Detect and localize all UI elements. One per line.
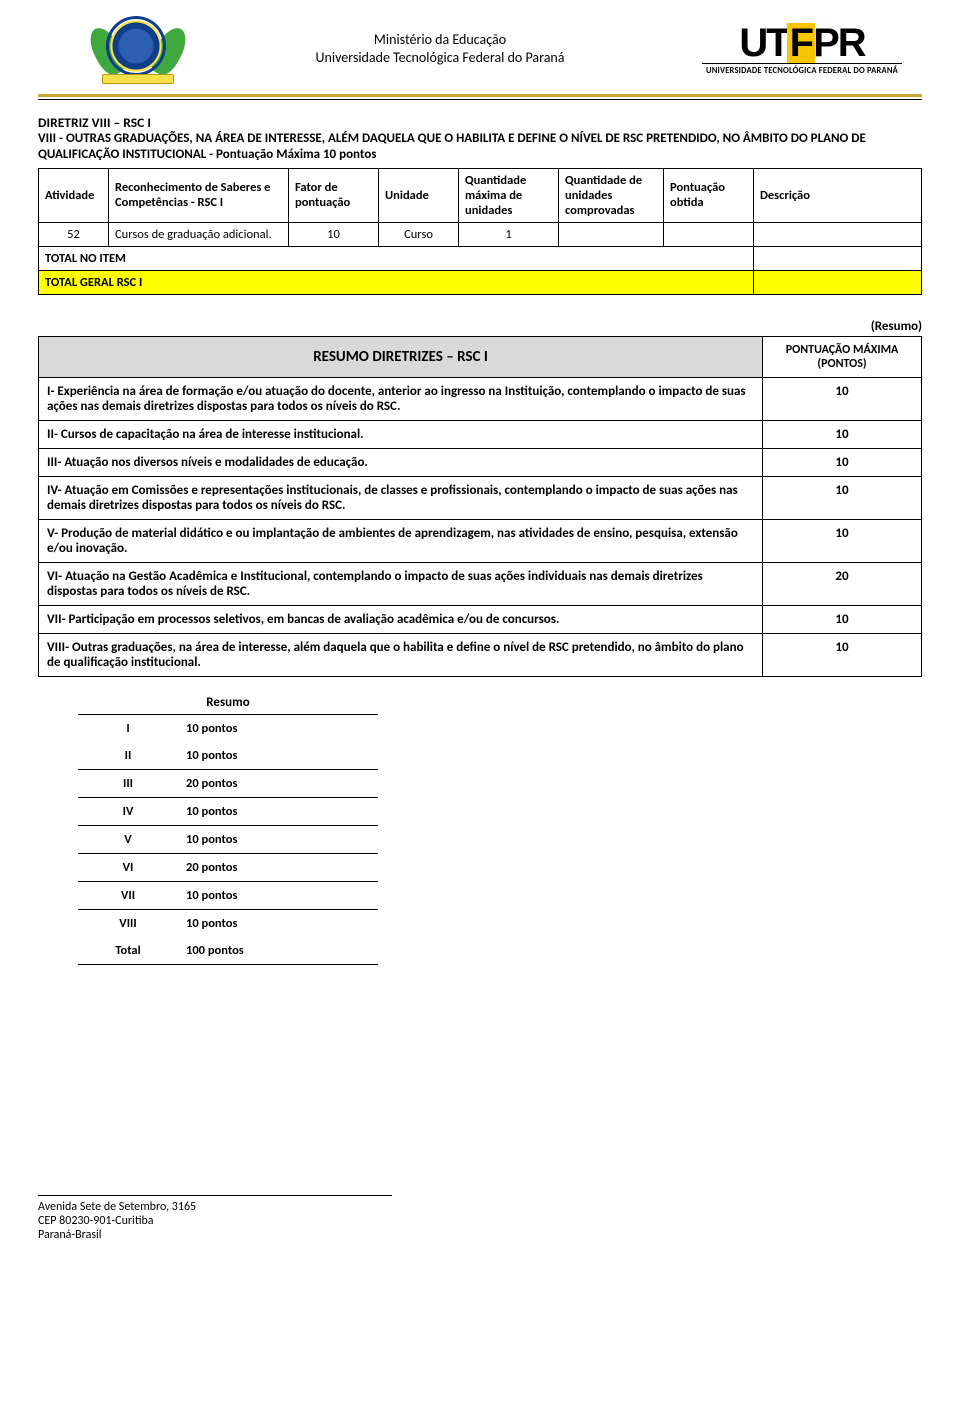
header-title-block: Ministério da Educação Universidade Tecn… [178,31,702,67]
summary-desc: VI- Atuação na Gestão Acadêmica e Instit… [39,563,763,606]
mini-val: 10 pontos [178,826,378,854]
total-item-value [754,246,922,270]
footer-line3: Paraná-Brasil [38,1228,922,1242]
summary-pts: 10 [763,449,922,477]
header-line2: Universidade Tecnológica Federal do Para… [178,49,702,67]
col-qtd-comp: Quantidade de unidades comprovadas [559,168,664,222]
header-line1: Ministério da Educação [178,31,702,49]
diretriz-desc: VIII - OUTRAS GRADUAÇÕES, NA ÁREA DE INT… [38,131,922,164]
footer: Avenida Sete de Setembro, 3165 CEP 80230… [38,1195,922,1242]
summary-pts: 10 [763,421,922,449]
cell-unidade: Curso [379,222,459,246]
mini-row: I10 pontos [78,715,378,743]
total-item-row: TOTAL NO ITEM [39,246,922,270]
mini-lab: I [78,715,178,743]
resumo-label: (Resumo) [38,319,922,334]
cell-fator: 10 [289,222,379,246]
mini-val: 10 pontos [178,910,378,938]
cell-pont-obt [664,222,754,246]
summary-row: II- Cursos de capacitação na área de int… [39,421,922,449]
mini-row: V10 pontos [78,826,378,854]
summary-pts: 10 [763,634,922,677]
cell-qtd-max: 1 [459,222,559,246]
mini-row: VIII10 pontos [78,910,378,938]
cell-qtd-comp [559,222,664,246]
mini-lab: VI [78,854,178,882]
summary-desc: I- Experiência na área de formação e/ou … [39,378,763,421]
footer-line1: Avenida Sete de Setembro, 3165 [38,1200,922,1214]
activities-table: Atividade Reconhecimento de Saberes e Co… [38,168,922,295]
mini-lab: V [78,826,178,854]
mini-row: III20 pontos [78,770,378,798]
summary-table: RESUMO DIRETRIZES – RSC I PONTUAÇÃO MÁXI… [38,336,922,678]
summary-title: RESUMO DIRETRIZES – RSC I [39,336,763,378]
summary-desc: VII- Participação em processos seletivos… [39,606,763,634]
brasao-icon [98,10,178,88]
mini-row: VI20 pontos [78,854,378,882]
col-atividade: Atividade [39,168,109,222]
mini-summary-table: Resumo I10 pontos II10 pontos III20 pont… [78,691,378,965]
col-descricao: Descrição [754,168,922,222]
mini-lab: VIII [78,910,178,938]
mini-val: 10 pontos [178,882,378,910]
mini-row: Total100 pontos [78,937,378,964]
header-rule-gold [38,94,922,97]
summary-pts-header: PONTUAÇÃO MÁXIMA (PONTOS) [763,336,922,378]
mini-summary-header: Resumo [78,691,378,715]
col-qtd-max: Quantidade máxima de unidades [459,168,559,222]
mini-val: 10 pontos [178,715,378,743]
mini-row: II10 pontos [78,742,378,769]
cell-desc: Cursos de graduação adicional. [109,222,289,246]
page: Ministério da Educação Universidade Tecn… [0,0,960,1282]
mini-val: 100 pontos [178,937,378,964]
mini-lab: IV [78,798,178,826]
summary-row: VI- Atuação na Gestão Acadêmica e Instit… [39,563,922,606]
summary-desc: IV- Atuação em Comissões e representaçõe… [39,477,763,520]
mini-val: 20 pontos [178,854,378,882]
mini-val: 10 pontos [178,798,378,826]
header-rule-thin [38,99,922,100]
summary-desc: V- Produção de material didático e ou im… [39,520,763,563]
mini-lab: Total [78,937,178,964]
summary-pts: 20 [763,563,922,606]
mini-lab: VII [78,882,178,910]
summary-row: I- Experiência na área de formação e/ou … [39,378,922,421]
total-geral-row: TOTAL GERAL RSC I [39,270,922,294]
total-geral-value [754,270,922,294]
cell-num: 52 [39,222,109,246]
diretriz-code: DIRETRIZ VIII – RSC I [38,114,922,131]
footer-rule [38,1195,392,1196]
summary-row: III- Atuação nos diversos níveis e modal… [39,449,922,477]
mini-row: VII10 pontos [78,882,378,910]
summary-desc: VIII- Outras graduações, na área de inte… [39,634,763,677]
mini-lab: II [78,742,178,769]
summary-desc: III- Atuação nos diversos níveis e modal… [39,449,763,477]
mini-row: IV10 pontos [78,798,378,826]
table-header-row: Atividade Reconhecimento de Saberes e Co… [39,168,922,222]
summary-row: VII- Participação em processos seletivos… [39,606,922,634]
utfpr-logo: UTFPR UNIVERSIDADE TECNOLÓGICA FEDERAL D… [702,23,902,76]
summary-pts: 10 [763,520,922,563]
footer-line2: CEP 80230-901-Curitiba [38,1214,922,1228]
col-reconhecimento: Reconhecimento de Saberes e Competências… [109,168,289,222]
mini-val: 10 pontos [178,742,378,769]
summary-desc: II- Cursos de capacitação na área de int… [39,421,763,449]
summary-pts: 10 [763,606,922,634]
cell-descricao [754,222,922,246]
summary-header-row: RESUMO DIRETRIZES – RSC I PONTUAÇÃO MÁXI… [39,336,922,378]
summary-row: IV- Atuação em Comissões e representaçõe… [39,477,922,520]
summary-pts: 10 [763,378,922,421]
col-fator: Fator de pontuação [289,168,379,222]
document-header: Ministério da Educação Universidade Tecn… [38,10,922,94]
col-unidade: Unidade [379,168,459,222]
col-pont-obt: Pontuação obtida [664,168,754,222]
mini-val: 20 pontos [178,770,378,798]
table-row: 52 Cursos de graduação adicional. 10 Cur… [39,222,922,246]
summary-row: V- Produção de material didático e ou im… [39,520,922,563]
mini-lab: III [78,770,178,798]
total-item-label: TOTAL NO ITEM [39,246,754,270]
summary-pts: 10 [763,477,922,520]
total-geral-label: TOTAL GERAL RSC I [39,270,754,294]
summary-row: VIII- Outras graduações, na área de inte… [39,634,922,677]
